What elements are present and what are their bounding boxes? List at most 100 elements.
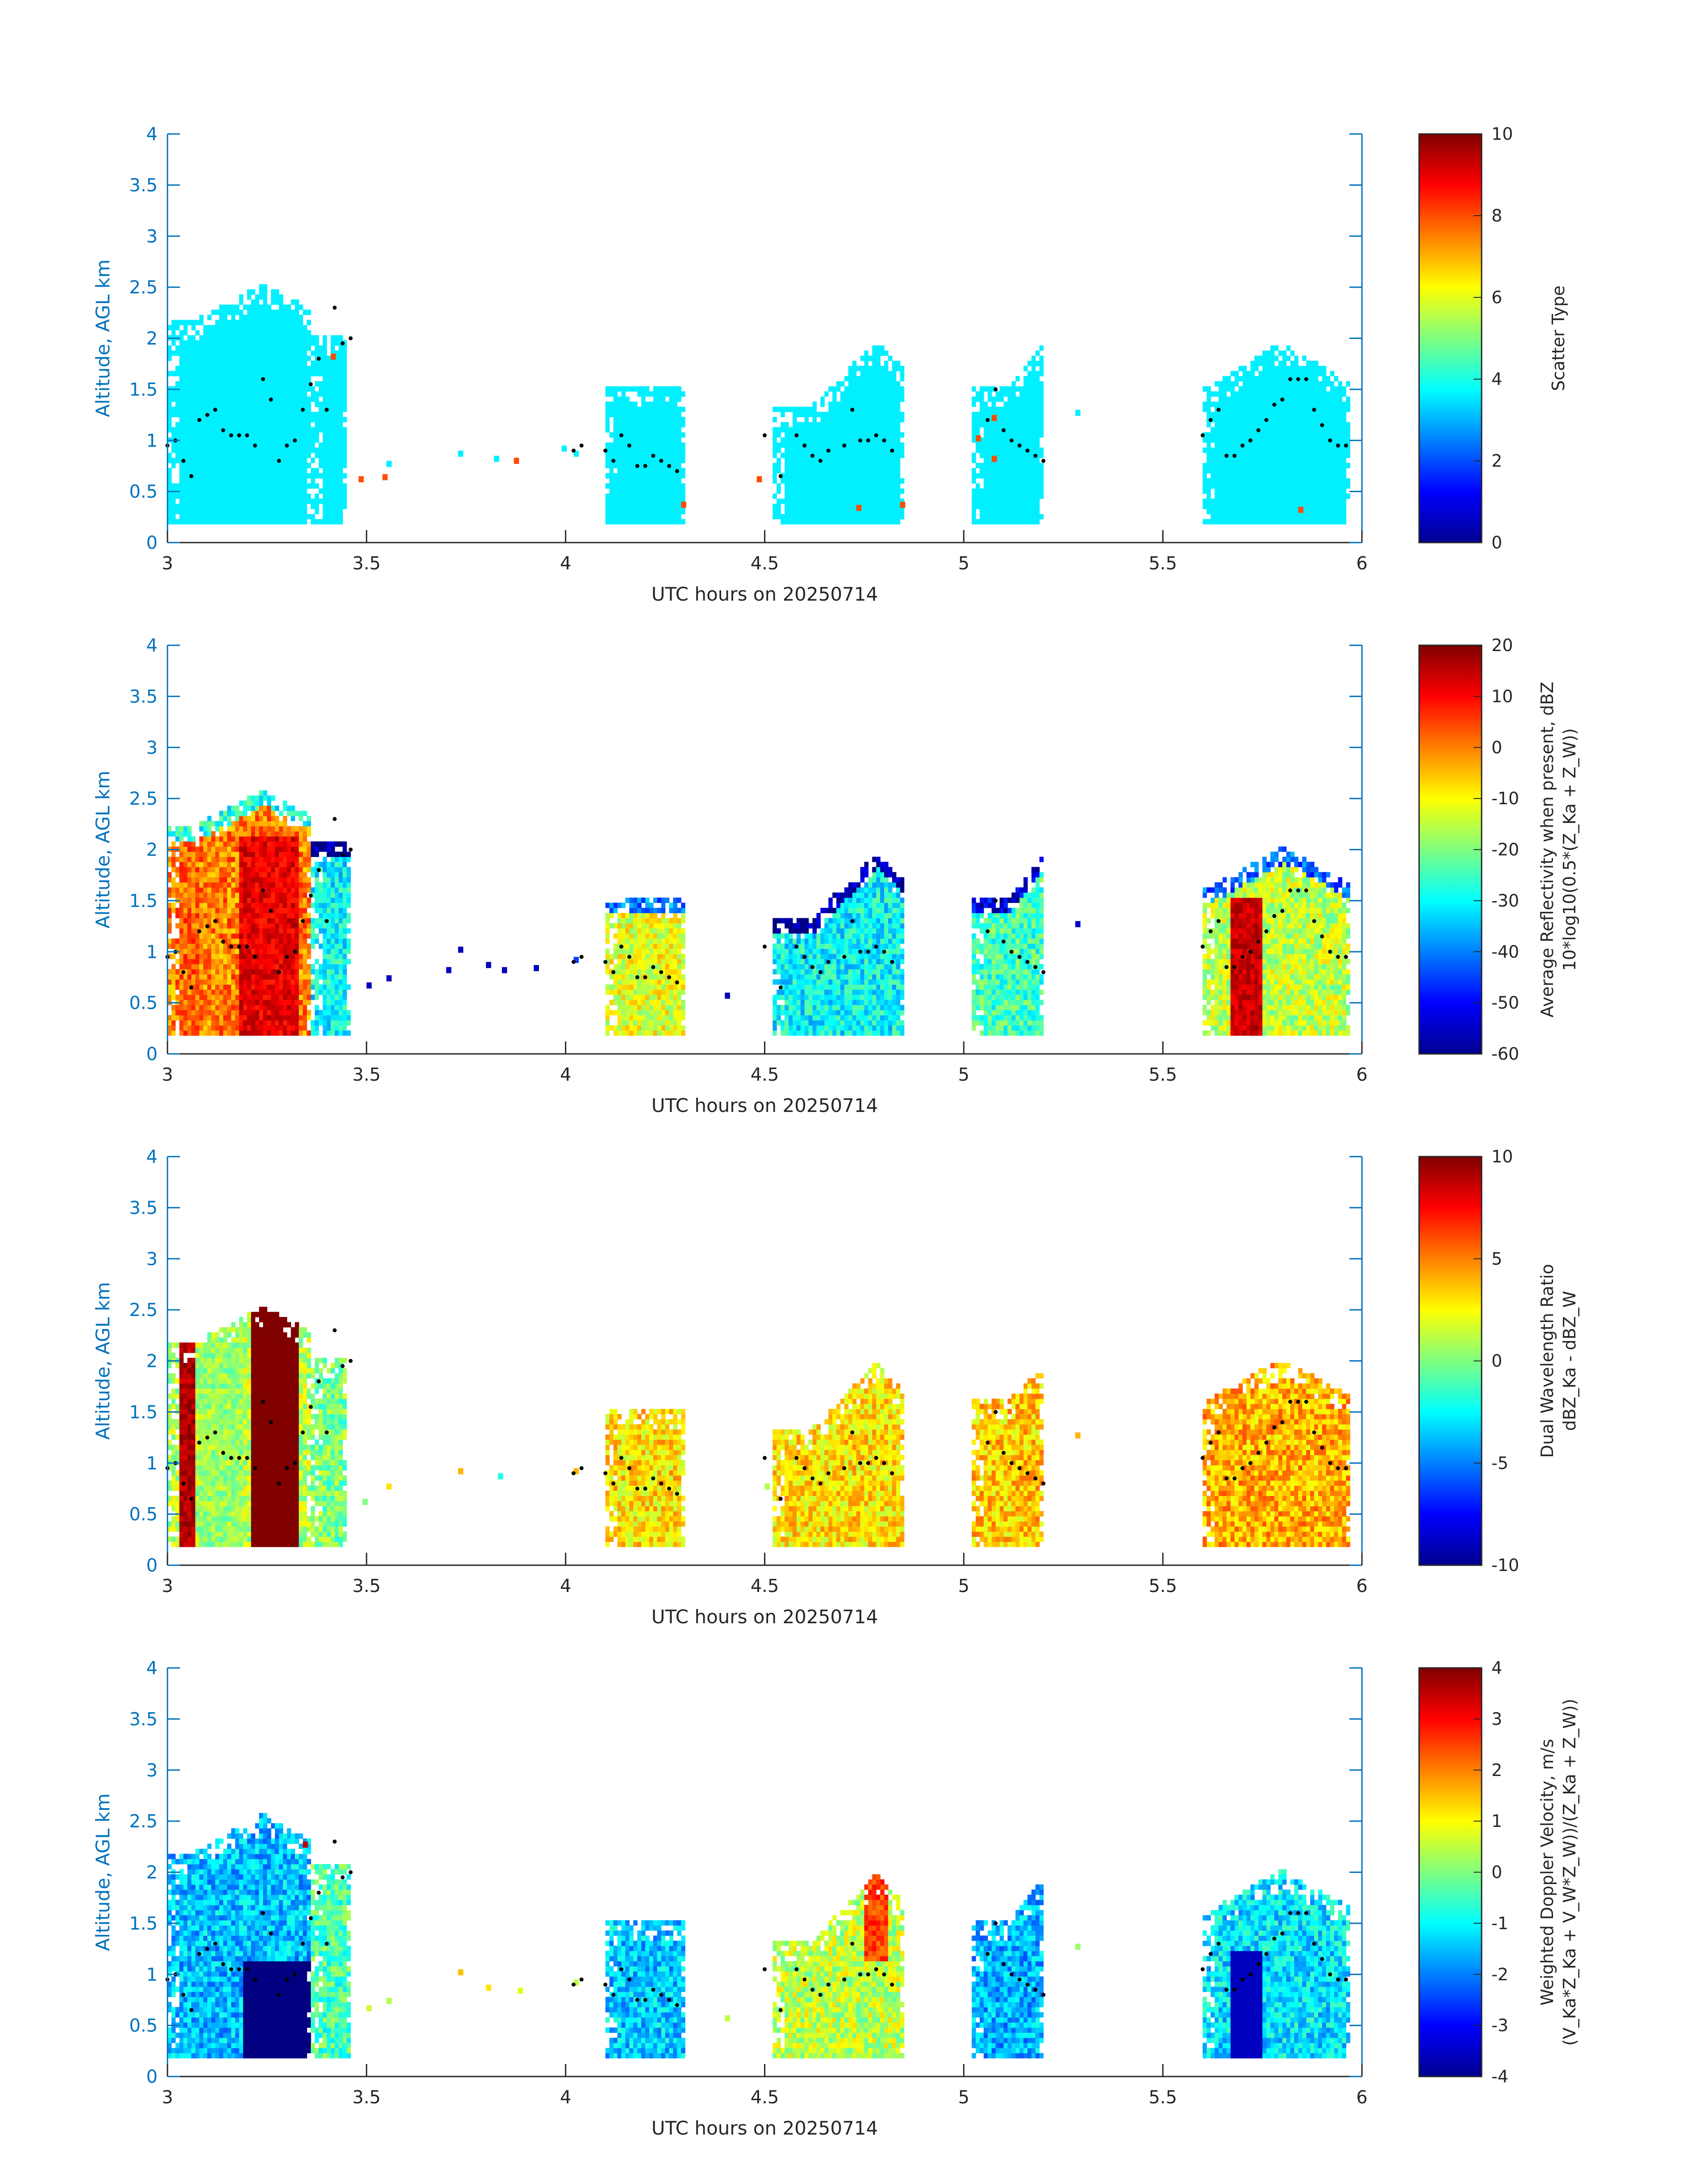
heatmap-cell bbox=[1211, 437, 1215, 443]
heatmap-cell bbox=[211, 432, 216, 438]
heatmap-cell bbox=[852, 509, 857, 514]
heatmap-cell bbox=[880, 447, 885, 453]
heatmap-cell bbox=[657, 422, 662, 427]
heatmap-cell bbox=[275, 437, 280, 443]
heatmap-cell bbox=[852, 463, 857, 468]
heatmap-cell bbox=[303, 514, 307, 519]
heatmap-cell bbox=[514, 458, 519, 464]
heatmap-cell bbox=[175, 504, 180, 509]
heatmap-cell bbox=[299, 361, 303, 366]
heatmap-cell bbox=[1036, 371, 1040, 376]
heatmap-cell bbox=[192, 478, 196, 484]
heatmap-cell bbox=[215, 493, 220, 499]
heatmap-cell bbox=[797, 514, 801, 519]
overlay-point bbox=[181, 459, 185, 463]
heatmap-cell bbox=[637, 453, 642, 458]
heatmap-cell bbox=[291, 391, 295, 397]
plot-area bbox=[167, 134, 1362, 543]
heatmap-cell bbox=[1207, 504, 1211, 509]
heatmap-cell bbox=[793, 458, 797, 463]
heatmap-cell bbox=[239, 443, 244, 448]
heatmap-cell bbox=[625, 427, 630, 433]
heatmap-cell bbox=[1031, 391, 1036, 397]
heatmap-cell bbox=[1250, 493, 1255, 499]
heatmap-cell bbox=[872, 346, 877, 351]
heatmap-cell bbox=[797, 427, 801, 433]
heatmap-cell bbox=[864, 397, 869, 402]
heatmap-cell bbox=[641, 483, 646, 489]
heatmap-cell bbox=[1007, 443, 1012, 448]
heatmap-cell bbox=[622, 499, 626, 504]
heatmap-cell bbox=[315, 483, 319, 489]
heatmap-cell bbox=[980, 397, 984, 402]
heatmap-cell bbox=[247, 422, 251, 427]
heatmap-cell bbox=[996, 391, 1000, 397]
heatmap-cell bbox=[805, 473, 809, 479]
heatmap-cell bbox=[1342, 519, 1346, 524]
heatmap-cell bbox=[243, 361, 247, 366]
heatmap-cell bbox=[175, 994, 180, 1000]
heatmap-cell bbox=[219, 519, 224, 524]
heatmap-cell bbox=[1235, 376, 1239, 381]
heatmap-cell bbox=[180, 519, 184, 524]
heatmap-cell bbox=[219, 391, 224, 397]
heatmap-cell bbox=[1011, 397, 1016, 402]
overlay-point bbox=[237, 433, 241, 437]
heatmap-cell bbox=[1258, 463, 1263, 468]
heatmap-cell bbox=[287, 493, 292, 499]
heatmap-cell bbox=[797, 519, 801, 524]
heatmap-cell bbox=[323, 489, 327, 494]
heatmap-cell bbox=[1235, 458, 1239, 463]
heatmap-cell bbox=[307, 447, 311, 453]
heatmap-cell bbox=[247, 463, 251, 468]
heatmap-cell bbox=[872, 355, 877, 361]
heatmap-cell bbox=[673, 453, 677, 458]
heatmap-cell bbox=[184, 974, 188, 980]
heatmap-cell bbox=[665, 468, 670, 473]
heatmap-cell bbox=[606, 407, 610, 412]
heatmap-cell bbox=[1326, 519, 1331, 524]
heatmap-cell bbox=[1027, 417, 1032, 422]
heatmap-cell bbox=[184, 463, 188, 468]
heatmap-cell bbox=[171, 969, 176, 974]
heatmap-cell bbox=[251, 325, 255, 330]
heatmap-cell bbox=[781, 422, 785, 427]
overlay-point bbox=[619, 433, 623, 437]
overlay-point bbox=[1224, 454, 1228, 458]
heatmap-cell bbox=[180, 432, 184, 438]
heatmap-cell bbox=[319, 407, 323, 412]
heatmap-cell bbox=[319, 427, 323, 433]
heatmap-cell bbox=[610, 504, 614, 509]
heatmap-cell bbox=[1207, 447, 1211, 453]
heatmap-cell bbox=[223, 401, 228, 407]
heatmap-cell bbox=[653, 417, 658, 422]
heatmap-cell bbox=[263, 401, 267, 407]
heatmap-cell bbox=[976, 447, 980, 453]
heatmap-cell bbox=[876, 361, 881, 366]
heatmap-cell bbox=[243, 489, 247, 494]
heatmap-cell bbox=[848, 397, 853, 402]
heatmap-cell bbox=[625, 386, 630, 392]
heatmap-cell bbox=[271, 366, 276, 371]
heatmap-cell bbox=[211, 422, 216, 427]
heatmap-cell bbox=[1203, 519, 1207, 524]
heatmap-cell bbox=[1334, 504, 1339, 509]
heatmap-cell bbox=[665, 514, 670, 519]
heatmap-cell bbox=[625, 407, 630, 412]
heatmap-cell bbox=[279, 432, 284, 438]
heatmap-cell bbox=[1250, 519, 1255, 524]
heatmap-cell bbox=[840, 514, 845, 519]
heatmap-cell bbox=[335, 468, 339, 473]
heatmap-cell bbox=[247, 504, 251, 509]
heatmap-cell bbox=[649, 519, 654, 524]
heatmap-cell bbox=[291, 407, 295, 412]
heatmap-cell bbox=[996, 397, 1000, 402]
heatmap-cell bbox=[673, 412, 677, 417]
heatmap-cell bbox=[171, 351, 176, 356]
heatmap-cell bbox=[840, 407, 845, 412]
heatmap-cell bbox=[789, 473, 793, 479]
heatmap-cell bbox=[1310, 493, 1315, 499]
heatmap-cell bbox=[283, 493, 288, 499]
heatmap-cell bbox=[872, 458, 877, 463]
heatmap-cell bbox=[275, 468, 280, 473]
